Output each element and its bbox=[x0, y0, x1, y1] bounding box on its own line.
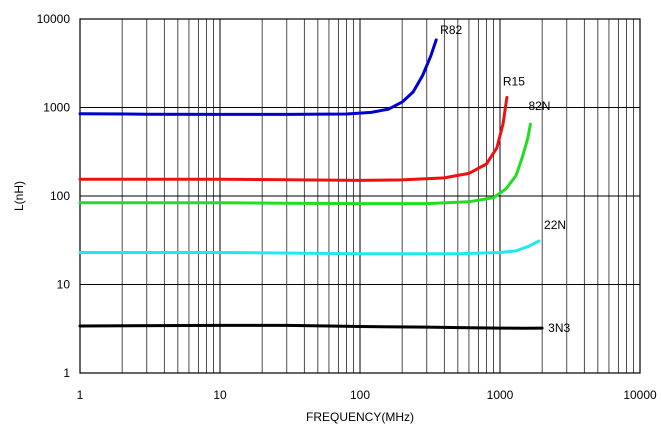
x-tick-label: 100 bbox=[350, 388, 370, 402]
y-tick-label: 1000 bbox=[43, 101, 70, 115]
x-tick-label: 1000 bbox=[487, 388, 514, 402]
series-label-82n: 82N bbox=[528, 99, 550, 113]
series-lines bbox=[78, 38, 544, 330]
y-tick-label: 10 bbox=[57, 278, 71, 292]
series-line-r82 bbox=[78, 38, 438, 116]
x-tick-label: 10000 bbox=[623, 388, 657, 402]
series-label-22n: 22N bbox=[544, 218, 566, 232]
series-line-r15 bbox=[78, 95, 509, 182]
y-axis-title: L(nH) bbox=[12, 181, 26, 211]
x-tick-label: 1 bbox=[77, 388, 84, 402]
series-line-82n bbox=[78, 122, 532, 206]
series-label-3n3: 3N3 bbox=[548, 321, 570, 335]
series-line-3n3 bbox=[78, 323, 544, 330]
plot-area-frame bbox=[79, 18, 641, 374]
series-line-22n bbox=[78, 239, 541, 256]
x-axis-title: FREQUENCY(MHz) bbox=[306, 410, 414, 424]
tick-labels: 1 10 100 1000 10000 1 10 100 1000 10000 bbox=[37, 12, 657, 402]
x-tick-label: 10 bbox=[213, 388, 227, 402]
y-tick-label: 10000 bbox=[37, 12, 71, 26]
y-tick-label: 100 bbox=[50, 189, 70, 203]
series-label-r82: R82 bbox=[440, 23, 462, 37]
series-label-r15: R15 bbox=[503, 74, 525, 88]
gridlines bbox=[80, 19, 640, 373]
y-tick-label: 1 bbox=[63, 366, 70, 380]
